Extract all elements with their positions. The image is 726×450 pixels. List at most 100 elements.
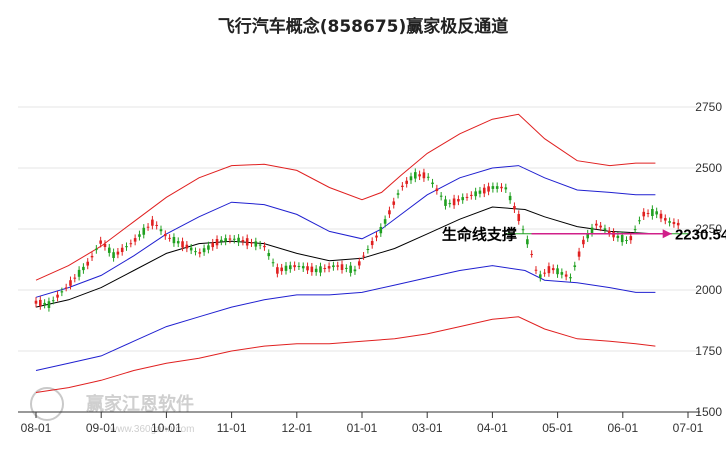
support-value: 2230.5415 bbox=[675, 227, 726, 244]
price-candle bbox=[263, 245, 266, 248]
watermark-text: 赢家江恩软件 bbox=[86, 393, 194, 414]
series-line-inner-lower bbox=[35, 265, 656, 371]
price-candle bbox=[586, 233, 590, 239]
axes: 08-01 09-01 10-01 11-01 12-01 01-01 03-01 04-01… bbox=[18, 100, 722, 435]
price-candle bbox=[551, 268, 555, 271]
x-tick-label-01-01: 01-01 bbox=[347, 421, 378, 435]
price-candle bbox=[276, 267, 279, 274]
price-candle bbox=[293, 265, 296, 268]
price-candle bbox=[77, 269, 81, 277]
series-line-outer-lower bbox=[35, 316, 656, 393]
price-candle bbox=[375, 235, 378, 238]
price-candle bbox=[547, 266, 551, 274]
price-candle bbox=[603, 228, 607, 231]
price-candle bbox=[521, 229, 525, 231]
price-candle bbox=[482, 187, 486, 194]
x-tick-label-04-01: 04-01 bbox=[477, 421, 508, 435]
price-candle bbox=[388, 210, 391, 215]
price-candle bbox=[336, 265, 340, 267]
price-candle bbox=[560, 272, 564, 275]
price-candle bbox=[245, 238, 249, 246]
price-candle bbox=[47, 301, 51, 308]
price-candle bbox=[151, 219, 154, 226]
price-candle bbox=[543, 272, 546, 274]
price-candle bbox=[651, 208, 654, 216]
price-candle bbox=[530, 253, 533, 255]
price-candle bbox=[478, 190, 482, 194]
price-candle bbox=[237, 237, 240, 243]
series-line-inner-upper bbox=[35, 165, 656, 298]
price-candle bbox=[90, 255, 94, 258]
price-candle bbox=[448, 203, 452, 205]
price-candle bbox=[280, 267, 283, 272]
price-candle bbox=[616, 235, 620, 239]
price-candle bbox=[452, 198, 456, 206]
y-tick-label-2500: 2500 bbox=[695, 161, 722, 175]
price-candle bbox=[86, 261, 90, 266]
price-candle bbox=[659, 213, 663, 219]
price-candle bbox=[159, 229, 163, 232]
price-candle bbox=[444, 199, 447, 206]
price-candle bbox=[64, 287, 68, 289]
price-candle bbox=[582, 239, 585, 245]
x-tick-label-07-01: 07-01 bbox=[673, 421, 704, 435]
price-candle bbox=[95, 248, 98, 251]
price-candle bbox=[629, 236, 633, 241]
price-candle bbox=[517, 214, 521, 222]
price-candle bbox=[439, 195, 443, 197]
watermark: 赢家江恩软件 www.360gann.com bbox=[30, 387, 195, 435]
price-candle bbox=[663, 218, 667, 221]
price-candle bbox=[327, 266, 331, 269]
price-candle bbox=[176, 241, 180, 244]
y-tick-label-2250: 2250 bbox=[695, 222, 722, 236]
price-candle bbox=[138, 234, 141, 237]
price-candle bbox=[232, 238, 236, 240]
price-candle bbox=[405, 180, 408, 184]
price-candle bbox=[133, 238, 137, 242]
price-candle bbox=[284, 265, 288, 271]
price-candle bbox=[646, 213, 650, 215]
price-candle bbox=[577, 251, 581, 257]
price-candle bbox=[120, 247, 124, 253]
y-tick-label-2750: 2750 bbox=[695, 100, 722, 114]
price-candle bbox=[215, 239, 219, 246]
price-candle bbox=[319, 266, 322, 273]
price-candle bbox=[461, 197, 465, 201]
price-candle bbox=[323, 267, 327, 269]
price-candle bbox=[228, 238, 232, 240]
price-candle bbox=[349, 265, 352, 273]
price-candle bbox=[310, 266, 314, 273]
price-candle bbox=[116, 251, 120, 255]
price-candle bbox=[392, 201, 396, 205]
price-candle bbox=[655, 211, 658, 215]
price-candle bbox=[426, 176, 430, 178]
price-candle bbox=[625, 240, 628, 242]
watermark-url: www.360gann.com bbox=[109, 424, 195, 435]
price-candle bbox=[185, 244, 189, 249]
price-candle bbox=[168, 237, 171, 239]
x-tick-label-08-01: 08-01 bbox=[21, 421, 52, 435]
x-tick-label-05-01: 05-01 bbox=[542, 421, 573, 435]
price-candle bbox=[254, 241, 258, 247]
y-tick-label-2000: 2000 bbox=[695, 283, 722, 297]
price-candle bbox=[125, 246, 128, 248]
price-candle bbox=[534, 269, 538, 271]
x-tick-label-09-01: 09-01 bbox=[86, 421, 117, 435]
price-candle bbox=[633, 229, 637, 231]
price-candle bbox=[39, 299, 42, 307]
price-candle bbox=[569, 277, 572, 279]
price-candle bbox=[301, 266, 305, 269]
price-candle bbox=[250, 242, 253, 244]
watermark-logo bbox=[30, 387, 64, 421]
series-line-midline bbox=[35, 206, 656, 308]
price-candle bbox=[306, 266, 309, 271]
price-candle bbox=[500, 186, 503, 189]
price-candle bbox=[289, 265, 292, 270]
price-candle bbox=[418, 174, 421, 177]
price-candle bbox=[332, 265, 335, 268]
price-candle bbox=[340, 264, 344, 270]
y-tick-label-1500: 1500 bbox=[695, 405, 722, 419]
series-line-outer-upper bbox=[35, 113, 656, 281]
price-candle bbox=[241, 240, 245, 242]
price-candle bbox=[538, 274, 542, 278]
